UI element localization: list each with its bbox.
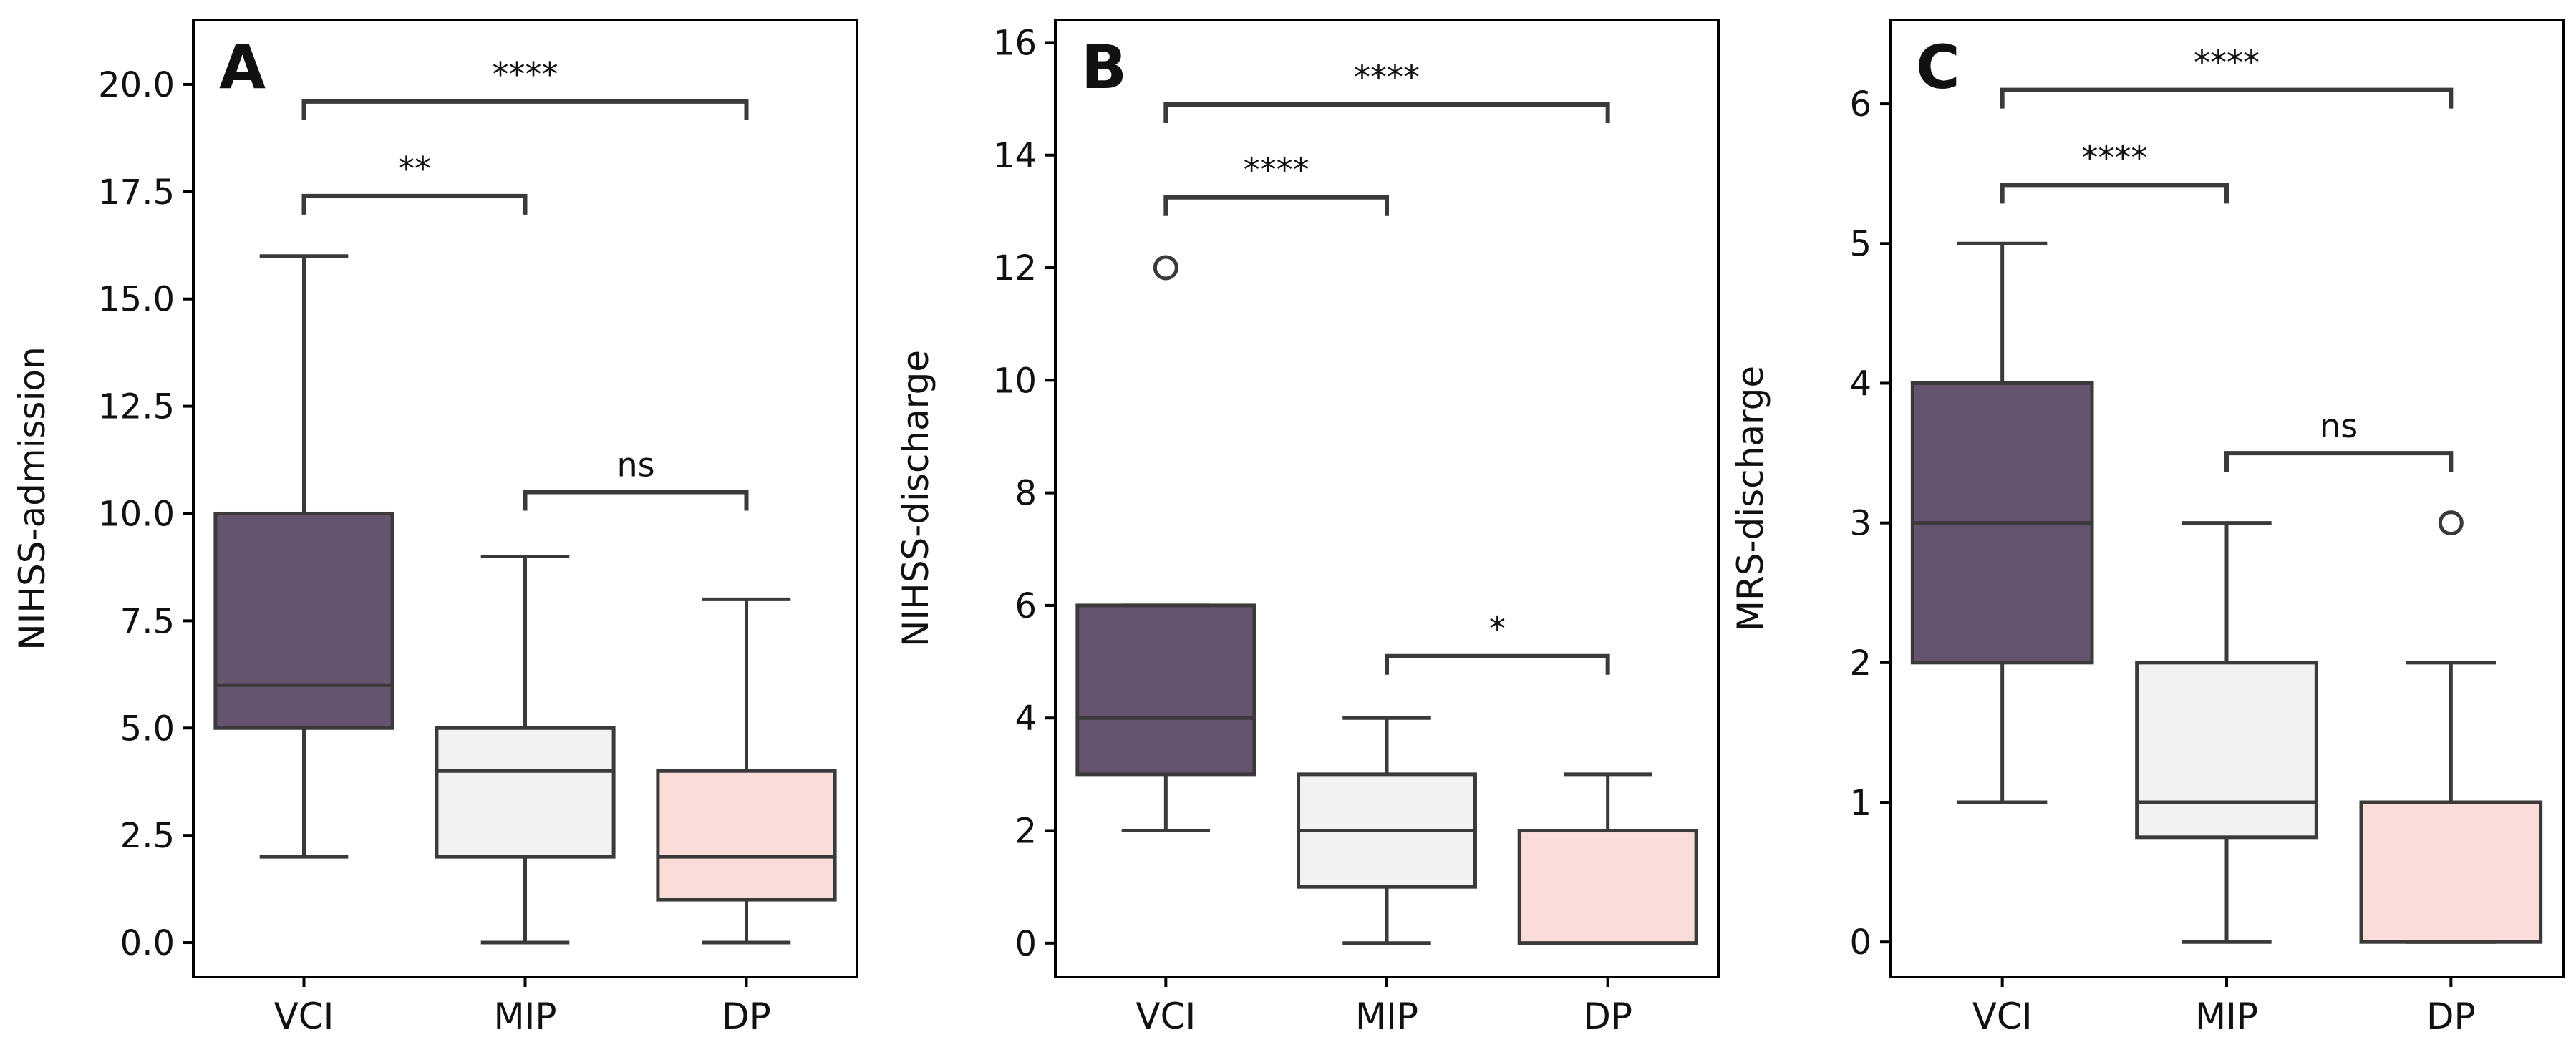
bracket-line xyxy=(1163,102,1610,123)
outlier-point xyxy=(1153,255,1178,281)
bracket-line xyxy=(2000,183,2229,204)
y-tick-label: 0.0 xyxy=(120,923,175,963)
iqr-box xyxy=(1517,829,1698,945)
outlier-point xyxy=(2438,510,2464,536)
box-vci xyxy=(213,254,394,859)
y-tick-label: 5 xyxy=(1849,224,1872,264)
y-tick-label: 20.0 xyxy=(98,65,175,105)
significance-label: **** xyxy=(2194,44,2260,82)
box-dp xyxy=(2359,510,2543,944)
x-tick-label: MIP xyxy=(2195,996,2258,1037)
iqr-box xyxy=(435,726,616,859)
y-tick-label: 1 xyxy=(1849,783,1872,823)
y-tick-label: 12.5 xyxy=(98,387,175,427)
significance-bracket: ns xyxy=(523,446,749,511)
box-vci xyxy=(1910,241,2094,804)
y-tick-label: 6 xyxy=(1015,586,1037,626)
y-tick-label: 5.0 xyxy=(120,709,175,749)
panel-label: B xyxy=(1081,32,1127,102)
iqr-box xyxy=(656,769,837,902)
bracket-line xyxy=(1163,195,1389,216)
y-tick-label: 2 xyxy=(1849,643,1872,684)
box-mip xyxy=(1297,716,1477,945)
significance-bracket: **** xyxy=(2000,44,2454,109)
panel-a: 0.0 2.5 5.0 7.5 10.0 12.5 15.0 17.5 20.0 VCI MIP DP… xyxy=(11,19,858,1037)
iqr-box xyxy=(1075,603,1256,777)
box-mip xyxy=(2135,521,2318,944)
y-axis-label: NIHSS-admission xyxy=(11,346,53,651)
y-tick-label: 3 xyxy=(1849,504,1872,544)
bracket-line xyxy=(301,193,528,215)
y-tick-label: 0 xyxy=(1015,924,1037,964)
significance-label: **** xyxy=(493,55,558,94)
significance-label: ns xyxy=(2320,407,2358,445)
significance-label: * xyxy=(1489,610,1506,648)
y-tick-label: 7.5 xyxy=(120,601,175,641)
significance-bracket: **** xyxy=(1163,151,1389,216)
significance-bracket: **** xyxy=(2000,138,2229,204)
panel-label: A xyxy=(219,32,266,102)
iqr-box xyxy=(213,511,394,730)
significance-label: **** xyxy=(1354,58,1420,97)
x-tick-label: MIP xyxy=(493,996,556,1037)
x-tick-label: DP xyxy=(2426,996,2476,1037)
x-tick-label: VCI xyxy=(274,996,334,1037)
y-tick-label: 17.5 xyxy=(98,172,175,213)
y-axis-label: MRS-discharge xyxy=(1730,366,1771,631)
significance-label: ** xyxy=(398,150,431,188)
y-tick-label: 2 xyxy=(1015,812,1037,852)
bracket-line xyxy=(301,99,749,120)
significance-bracket: ns xyxy=(2224,407,2454,472)
box-vci xyxy=(1075,255,1256,833)
y-tick-label: 14 xyxy=(993,136,1037,176)
y-tick-label: 0 xyxy=(1849,923,1872,963)
x-tick-label: MIP xyxy=(1355,996,1418,1037)
y-tick-label: 8 xyxy=(1015,474,1037,514)
bracket-line xyxy=(523,490,749,511)
y-tick-label: 15.0 xyxy=(98,280,175,320)
iqr-box xyxy=(2359,800,2543,944)
significance-bracket: **** xyxy=(1163,58,1610,123)
x-tick-label: VCI xyxy=(1972,996,2033,1037)
y-tick-label: 4 xyxy=(1015,699,1037,739)
box-mip xyxy=(435,554,616,945)
significance-label: **** xyxy=(1244,151,1309,190)
y-tick-label: 6 xyxy=(1849,84,1872,125)
panel-label: C xyxy=(1916,32,1960,102)
significance-bracket: * xyxy=(1385,610,1610,675)
y-tick-label: 10.0 xyxy=(98,494,175,534)
y-axis-label: NIHSS-discharge xyxy=(895,350,936,647)
significance-label: **** xyxy=(2081,138,2147,177)
bracket-line xyxy=(2224,451,2454,472)
significance-bracket: ** xyxy=(301,150,528,215)
y-tick-label: 12 xyxy=(993,248,1037,288)
y-tick-label: 16 xyxy=(993,23,1037,63)
box-dp xyxy=(656,597,837,945)
significance-bracket: **** xyxy=(301,55,749,120)
x-tick-label: VCI xyxy=(1136,996,1196,1037)
box-dp xyxy=(1517,772,1698,945)
x-tick-label: DP xyxy=(1583,996,1632,1037)
panel-c: 0 1 2 3 4 5 6 VCI MIP DP MRS-discharge C **** **** ns xyxy=(1730,19,2565,1037)
x-tick-label: DP xyxy=(722,996,771,1037)
y-tick-label: 2.5 xyxy=(120,816,175,856)
iqr-box xyxy=(2135,661,2318,840)
significance-label: ns xyxy=(616,446,654,485)
y-tick-label: 4 xyxy=(1849,364,1872,404)
bracket-line xyxy=(2000,87,2454,109)
bracket-line xyxy=(1385,653,1610,675)
y-tick-label: 10 xyxy=(993,361,1037,401)
